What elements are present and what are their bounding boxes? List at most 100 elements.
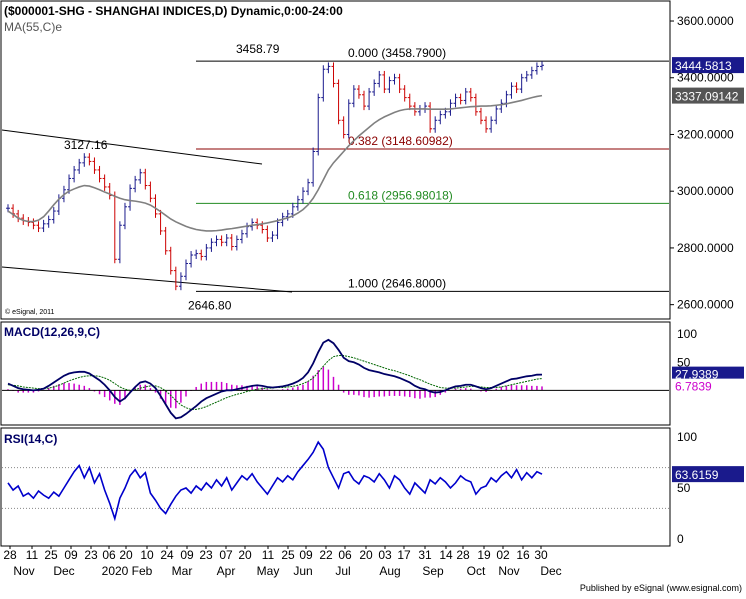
price-bar [382, 70, 387, 94]
price-bar [295, 195, 300, 211]
price-bar [87, 153, 92, 166]
price-bar [194, 249, 199, 259]
day-label: 20 [359, 548, 373, 562]
macd-line [7, 338, 543, 420]
price-bar [397, 73, 402, 94]
price-tick-label: 3400.0000 [677, 71, 734, 85]
price-bar [519, 73, 524, 94]
day-label: 11 [26, 548, 39, 562]
month-label: Dec [53, 564, 74, 578]
lower-trendline [1, 266, 293, 293]
price-bar [209, 238, 214, 252]
price-bar [122, 202, 127, 230]
fibonacci-levels: 0.000 (3458.7900) 0.382 (3148.60982) 0.618… [64, 42, 669, 312]
price-bar [534, 62, 539, 75]
price-bar [306, 178, 311, 196]
price-bar [448, 99, 453, 116]
price-bar [372, 79, 377, 96]
price-badge-label: 3337.09142 [675, 90, 739, 104]
price-bar [178, 272, 183, 291]
watermark: © eSignal, 2011 [5, 308, 55, 316]
price-bar [438, 110, 443, 125]
price-bar [540, 61, 544, 71]
fib-label: 0.618 (2956.98018) [348, 188, 453, 202]
price-bar [377, 70, 382, 88]
price-bar [163, 226, 168, 255]
upper-trendline [1, 129, 263, 165]
price-annotation: 3458.79 [236, 42, 280, 56]
price-bar [153, 194, 158, 218]
month-label: Oct [467, 564, 486, 578]
day-label: 11 [262, 548, 275, 562]
price-bar [158, 209, 163, 235]
publisher-credit: Published by eSignal (www.esignal.com) [580, 583, 742, 593]
rsi-line [7, 440, 543, 522]
day-label: 31 [418, 548, 432, 562]
price-bar [229, 234, 234, 251]
day-label: 09 [64, 548, 78, 562]
macd-badge-label: 6.7839 [675, 380, 712, 394]
rsi-panel [0, 427, 671, 547]
fib-label: 0.000 (3458.7900) [348, 46, 446, 60]
price-bar [458, 93, 463, 105]
day-label: 06 [102, 548, 116, 562]
day-label: 25 [281, 548, 295, 562]
month-label: Nov [13, 564, 34, 578]
price-bar [326, 62, 331, 74]
macd-panel [0, 321, 671, 426]
price-bar [285, 209, 290, 221]
month-label: Mar [172, 564, 193, 578]
rsi-tick-label: 100 [677, 430, 697, 444]
month-label: Aug [379, 564, 400, 578]
price-bar [138, 168, 143, 184]
price-bar [51, 207, 56, 224]
macd-badge [672, 378, 744, 393]
price-bar [362, 90, 366, 111]
price-bar [72, 165, 77, 183]
price-bar [133, 175, 138, 193]
price-bar [148, 181, 153, 203]
price-badge-label: 3444.5813 [675, 59, 732, 73]
price-bar [468, 87, 473, 102]
price-bar [453, 93, 458, 108]
price-bar [117, 221, 122, 264]
price-bar [367, 87, 372, 111]
price-bar [92, 157, 97, 174]
price-bar [82, 153, 87, 167]
day-label: 09 [180, 548, 194, 562]
price-bar [199, 249, 204, 261]
price-bar [433, 116, 438, 133]
time-axis: 28 11 25 09 23 06 20 10 24 09 23 07 20 11 25 09 22 06 20 03… [3, 546, 562, 578]
trendlines [1, 129, 293, 293]
month-label: 2020 Feb [102, 564, 153, 578]
price-bar [509, 82, 514, 99]
price-tick-label: 2800.0000 [677, 241, 734, 255]
price-bar [331, 62, 336, 88]
price-bar [214, 235, 219, 247]
rsi-label: RSI(14,C) [4, 432, 57, 446]
price-bar [463, 87, 468, 105]
rsi-tick-label: 0 [677, 532, 684, 546]
day-label: 28 [456, 548, 470, 562]
macd-tick-label: 50 [677, 355, 691, 369]
price-annotation: 3127.16 [64, 138, 108, 152]
macd-signal-line [7, 355, 543, 410]
day-label: 25 [44, 548, 58, 562]
price-bar [234, 235, 239, 251]
price-bar [173, 266, 178, 291]
price-bar [494, 104, 499, 125]
chart-title: ($000001-SHG - SHANGHAI INDICES,D) Dynam… [4, 4, 343, 18]
price-bar [275, 218, 280, 240]
price-bar [387, 76, 392, 94]
price-tick-label: 2600.0000 [677, 298, 734, 312]
price-bar [316, 93, 321, 156]
rsi-plot: 100 50 0 63.6159 [2, 430, 744, 546]
day-label: 14 [439, 548, 453, 562]
rsi-badge-label: 63.6159 [675, 468, 719, 482]
price-bar [484, 116, 489, 133]
price-bar [351, 85, 356, 108]
day-label: 16 [516, 548, 530, 562]
price-bar [341, 116, 346, 139]
price-bar [77, 158, 82, 174]
